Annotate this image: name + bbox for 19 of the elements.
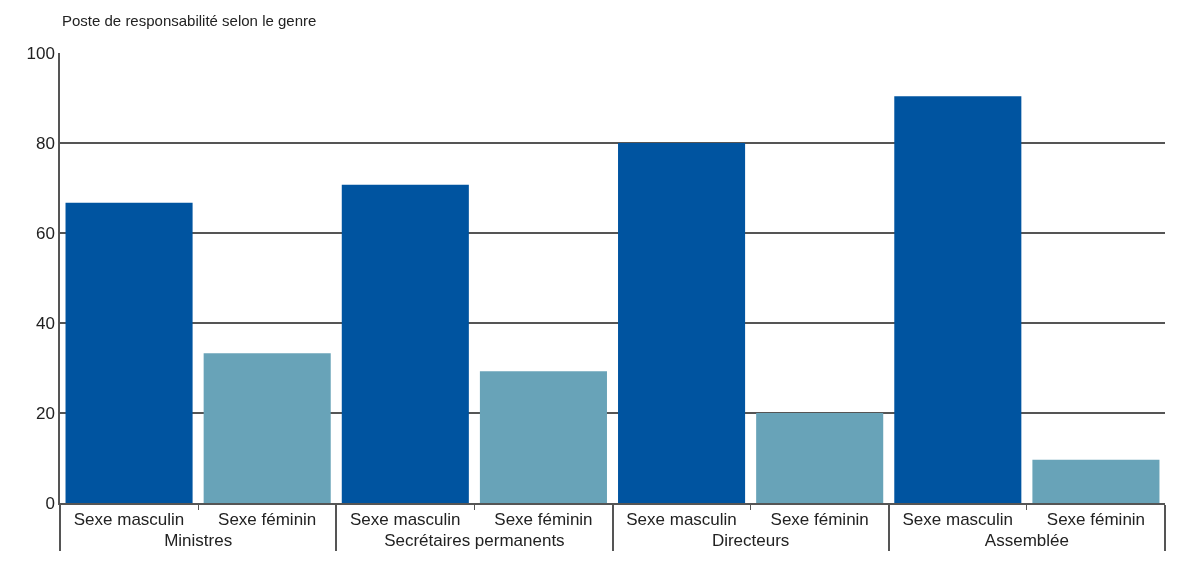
y-tick-label: 100 xyxy=(26,43,55,63)
text: Sexe masculin xyxy=(350,510,461,530)
y-tick-label: 80 xyxy=(35,133,55,153)
y-tick-label: 20 xyxy=(35,403,55,423)
x-tick-label: Directeurs xyxy=(711,531,790,551)
text: Sexe féminin xyxy=(494,510,593,530)
text: Sexe féminin xyxy=(1046,510,1146,530)
y-tick-label: 0 xyxy=(45,493,55,513)
x-tick-label: Secrétaires permanents xyxy=(384,531,565,551)
text: Sexe masculin xyxy=(902,510,1014,530)
x-tick-label: Assemblée xyxy=(984,531,1069,551)
y-tick-label: 40 xyxy=(35,313,55,333)
text: Sexe féminin xyxy=(770,510,869,530)
y-tick-label: 60 xyxy=(35,223,55,243)
series-label: Sexe féminin xyxy=(218,510,317,530)
chart-title: Poste de responsabilité selon le genre xyxy=(62,12,317,29)
text: Sexe masculin xyxy=(626,510,737,530)
series-label: Sexe masculin xyxy=(73,510,185,530)
x-tick-label: Ministres xyxy=(164,531,233,551)
